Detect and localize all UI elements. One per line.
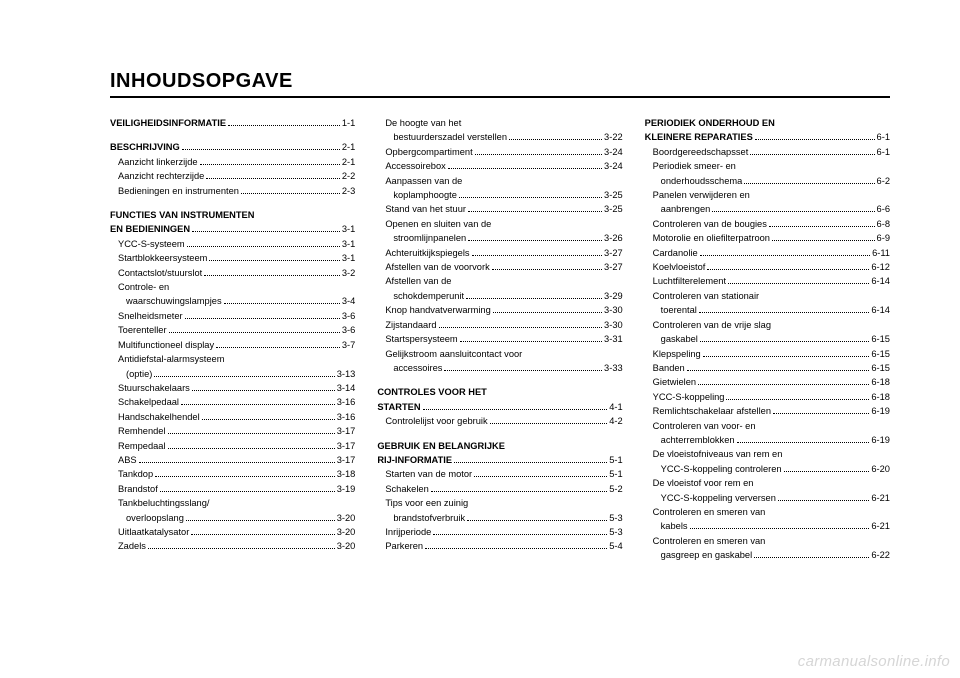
section-spacer (110, 198, 355, 208)
toc-section-head: PERIODIEK ONDERHOUD EN (645, 116, 890, 130)
toc-entry: brandstofverbruik5-3 (377, 511, 622, 525)
toc-entry: toerental6-14 (645, 303, 890, 317)
toc-entry: Contactslot/stuurslot3-2 (110, 266, 355, 280)
toc-entry: Zadels3-20 (110, 539, 355, 553)
toc-entry-wrap: Aanpassen van de (377, 174, 622, 188)
toc-entry: Opbergcompartiment3-24 (377, 145, 622, 159)
toc-entry-wrap: Openen en sluiten van de (377, 217, 622, 231)
toc-entry: YCC-S-systeem3-1 (110, 237, 355, 251)
toc-entry-wrap: Controleren van de vrije slag (645, 318, 890, 332)
toc-entry: aanbrengen6-6 (645, 202, 890, 216)
toc-entry-wrap: Periodiek smeer- en (645, 159, 890, 173)
toc-entry: achterremblokken6-19 (645, 433, 890, 447)
section-spacer (377, 429, 622, 439)
toc-entry-wrap: Controleren en smeren van (645, 505, 890, 519)
toc-entry-wrap: De hoogte van het (377, 116, 622, 130)
toc-entry-wrap: Tankbeluchtingsslang/ (110, 496, 355, 510)
toc-entry: Zijstandaard3-30 (377, 318, 622, 332)
toc-entry: Aanzicht linkerzijde2-1 (110, 155, 355, 169)
toc-entry: Boordgereedschapsset6-1 (645, 145, 890, 159)
toc-entry: Toerenteller3-6 (110, 323, 355, 337)
toc-entry: Achteruitkijkspiegels3-27 (377, 246, 622, 260)
toc-entry: bestuurderszadel verstellen3-22 (377, 130, 622, 144)
toc-entry-wrap: Controle- en (110, 280, 355, 294)
section-spacer (377, 554, 622, 564)
toc-entry-wrap: Controleren van stationair (645, 289, 890, 303)
toc-entry: Brandstof3-19 (110, 482, 355, 496)
toc-entry-wrap: Tips voor een zuinig (377, 496, 622, 510)
toc-entry: Tankdop3-18 (110, 467, 355, 481)
toc-section-head: GEBRUIK EN BELANGRIJKE (377, 439, 622, 453)
toc-entry: waarschuwingslampjes3-4 (110, 294, 355, 308)
toc-entry: Bedieningen en instrumenten2-3 (110, 184, 355, 198)
toc-entry-wrap: Controleren en smeren van (645, 534, 890, 548)
toc-entry: Starten van de motor5-1 (377, 467, 622, 481)
toc-entry: koplamphoogte3-25 (377, 188, 622, 202)
toc-section-head-cont: RIJ-INFORMATIE5-1 (377, 453, 622, 467)
toc-section-head-cont: KLEINERE REPARATIES6-1 (645, 130, 890, 144)
toc-entry: kabels6-21 (645, 519, 890, 533)
toc-entry-wrap: Panelen verwijderen en (645, 188, 890, 202)
toc-entry: ABS3-17 (110, 453, 355, 467)
toc-entry-wrap: Afstellen van de (377, 274, 622, 288)
toc-entry: Multifunctioneel display3-7 (110, 338, 355, 352)
toc-entry: onderhoudsschema6-2 (645, 174, 890, 188)
toc-entry-wrap: Antidiefstal-alarmsysteem (110, 352, 355, 366)
toc-entry: Inrijperiode5-3 (377, 525, 622, 539)
toc-entry: Schakelpedaal3-16 (110, 395, 355, 409)
toc-entry: Controlelijst voor gebruik4-2 (377, 414, 622, 428)
toc-entry: Snelheidsmeter3-6 (110, 309, 355, 323)
toc-entry: gaskabel6-15 (645, 332, 890, 346)
toc-entry: Motorolie en oliefilterpatroon6-9 (645, 231, 890, 245)
toc-entry: Banden6-15 (645, 361, 890, 375)
toc-section-head-cont: STARTEN4-1 (377, 400, 622, 414)
document-page: INHOUDSOPGAVE VEILIGHEIDSINFORMATIE1-1 BE… (0, 0, 960, 678)
toc-entry-wrap: Controleren van voor- en (645, 419, 890, 433)
toc-section-head: VEILIGHEIDSINFORMATIE1-1 (110, 116, 355, 130)
toc-entry: Handschakelhendel3-16 (110, 410, 355, 424)
toc-entry: Afstellen van de voorvork3-27 (377, 260, 622, 274)
toc-entry: Remlichtschakelaar afstellen6-19 (645, 404, 890, 418)
toc-section-head: FUNCTIES VAN INSTRUMENTEN (110, 208, 355, 222)
table-of-contents: VEILIGHEIDSINFORMATIE1-1BESCHRIJVING2-1A… (110, 116, 890, 564)
toc-entry: gasgreep en gaskabel6-22 (645, 548, 890, 562)
toc-entry-wrap: Gelijkstroom aansluitcontact voor (377, 347, 622, 361)
toc-entry: Uitlaatkatalysator3-20 (110, 525, 355, 539)
toc-entry: Aanzicht rechterzijde2-2 (110, 169, 355, 183)
toc-entry: Accessoirebox3-24 (377, 159, 622, 173)
toc-entry: Schakelen5-2 (377, 482, 622, 496)
toc-entry: YCC-S-koppeling verversen6-21 (645, 491, 890, 505)
toc-entry: (optie)3-13 (110, 367, 355, 381)
toc-entry: Klepspeling6-15 (645, 347, 890, 361)
toc-entry: Controleren van de bougies6-8 (645, 217, 890, 231)
toc-section-head-cont: EN BEDIENINGEN3-1 (110, 222, 355, 236)
toc-entry: Cardanolie6-11 (645, 246, 890, 260)
toc-entry: Rempedaal3-17 (110, 439, 355, 453)
toc-entry: Knop handvatverwarming3-30 (377, 303, 622, 317)
section-spacer (110, 130, 355, 140)
toc-section-head: CONTROLES VOOR HET (377, 385, 622, 399)
toc-entry: overloopslang3-20 (110, 511, 355, 525)
toc-entry: Parkeren5-4 (377, 539, 622, 553)
page-title: INHOUDSOPGAVE (110, 70, 890, 98)
toc-entry: accessoires3-33 (377, 361, 622, 375)
toc-entry: stroomlijnpanelen3-26 (377, 231, 622, 245)
toc-entry: Startblokkeersysteem3-1 (110, 251, 355, 265)
toc-entry-wrap: De vloeistof voor rem en (645, 476, 890, 490)
toc-entry: YCC-S-koppeling controleren6-20 (645, 462, 890, 476)
toc-entry: Remhendel3-17 (110, 424, 355, 438)
toc-entry: Stuurschakelaars3-14 (110, 381, 355, 395)
toc-entry: schokdemperunit3-29 (377, 289, 622, 303)
watermark: carmanualsonline.info (798, 653, 950, 670)
toc-entry: YCC-S-koppeling6-18 (645, 390, 890, 404)
toc-entry: Koelvloeistof6-12 (645, 260, 890, 274)
toc-entry-wrap: De vloeistofniveaus van rem en (645, 447, 890, 461)
toc-entry: Luchtfilterelement6-14 (645, 274, 890, 288)
section-spacer (377, 375, 622, 385)
toc-entry: Stand van het stuur3-25 (377, 202, 622, 216)
toc-section-head: BESCHRIJVING2-1 (110, 140, 355, 154)
toc-entry: Startspersysteem3-31 (377, 332, 622, 346)
toc-entry: Gietwielen6-18 (645, 375, 890, 389)
